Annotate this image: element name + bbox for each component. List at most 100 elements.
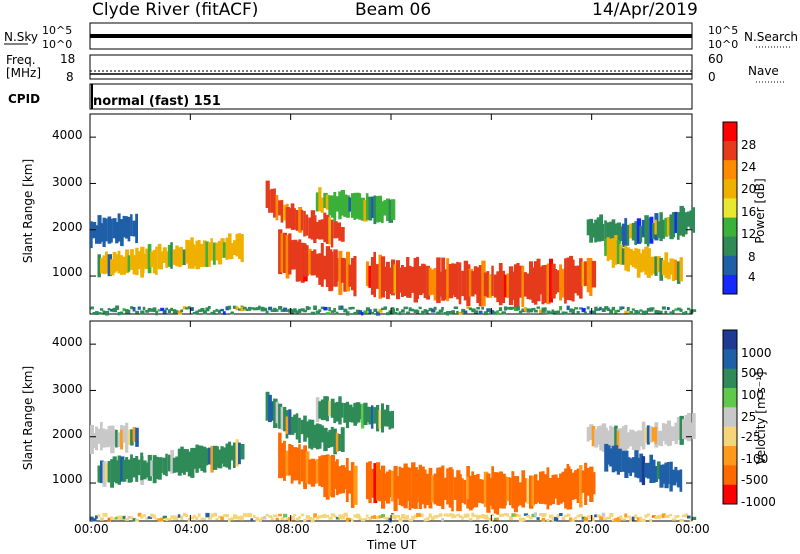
data-cell [483,311,488,316]
data-cell [636,457,641,479]
data-cell [516,306,520,311]
data-cell [295,517,300,521]
data-cell [333,461,338,489]
data-cell [110,425,115,454]
data-cell [546,519,550,522]
data-cell [370,468,375,498]
data-cell [350,518,354,522]
data-cell [250,518,254,521]
colorbar-segment [723,255,737,276]
data-cell [624,245,628,271]
data-cell [243,513,247,517]
data-cell [561,268,565,298]
data-cell [408,518,413,522]
data-cell [353,311,358,315]
data-cell [205,512,210,518]
data-cell [591,260,597,288]
data-cell [466,264,471,307]
data-cell [503,306,508,311]
data-cell [636,248,641,278]
data-cell [310,311,316,315]
data-cell [619,448,622,472]
data-cell [634,248,638,269]
data-cell [370,196,376,218]
data-cell [529,308,534,313]
data-cell [127,216,131,242]
nave-label: Nave [748,64,779,78]
data-cell [641,456,646,486]
data-cell [303,210,306,237]
data-cell [581,308,586,313]
data-cell [295,241,300,282]
data-cell [363,402,368,425]
data-cell [611,219,616,248]
nave-tick-high: 60 [708,52,724,66]
data-cell [468,269,474,297]
data-cell [100,421,103,451]
data-cell [275,309,279,312]
data-cell [283,406,287,432]
data-cell [526,308,531,313]
data-cell [531,307,536,311]
data-cell [671,212,676,238]
data-cell [654,219,657,235]
data-cell [391,307,395,311]
data-cell [283,440,286,481]
data-cell [197,445,201,469]
data-cell [401,265,404,297]
data-cell [100,460,104,484]
data-cell [275,195,279,221]
data-cell [300,449,304,482]
data-cell [127,255,131,272]
data-cell [345,195,350,218]
data-cell [481,260,486,307]
data-cell [456,261,459,300]
data-cell [453,514,457,519]
data-cell [155,310,159,316]
data-cell [523,478,528,503]
data-cell [310,518,315,523]
data-cell [182,249,186,265]
data-cell [428,307,432,312]
data-cell [576,514,580,518]
data-cell [245,308,248,311]
data-cell [353,465,358,505]
data-cell [383,473,388,501]
station-title: Clyde River (fitACF) [92,0,259,20]
data-cell [340,427,345,452]
data-cell [488,274,493,298]
data-cell [235,515,239,520]
data-cell [215,446,219,468]
data-cell [240,444,245,460]
data-cell [621,306,625,310]
data-cell [135,456,139,482]
data-cell [418,266,423,296]
data-cell [235,233,239,257]
data-cell [656,515,661,520]
data-cell [431,516,435,521]
data-cell [200,243,204,267]
nsky-tick-high: 10^5 [42,24,73,37]
data-cell [285,416,290,434]
data-cell [541,513,546,518]
data-cell [471,308,476,313]
data-cell [308,459,312,485]
data-cell [446,514,451,517]
data-cell [546,310,551,315]
data-cell [363,518,368,521]
data-cell [142,460,147,480]
velocity-cbar-tick: 500 [741,366,764,380]
data-cell [350,306,355,310]
data-cell [270,517,274,521]
data-cell [408,265,412,298]
data-cell [566,464,570,508]
data-cell [220,238,225,258]
data-cell [313,249,317,276]
data-cell [687,515,691,519]
data-cell [536,306,541,309]
data-cell [529,261,534,300]
data-cell [127,309,131,314]
data-cell [348,517,352,521]
data-cell [140,452,144,481]
